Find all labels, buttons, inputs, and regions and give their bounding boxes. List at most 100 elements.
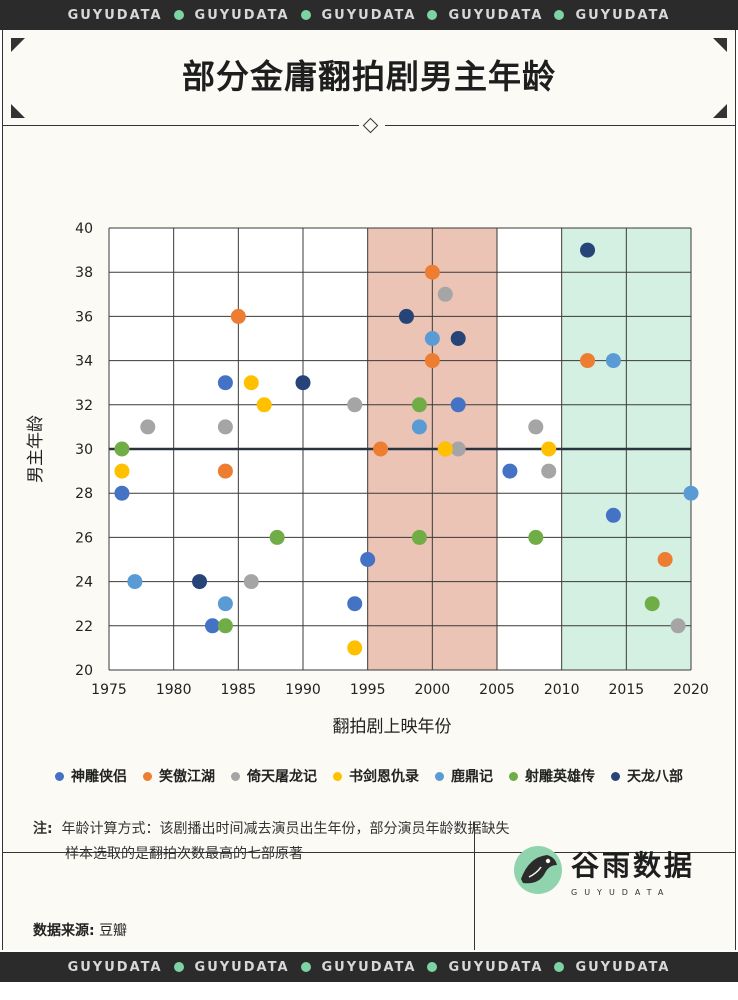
data-point [114,463,130,479]
legend-swatch [231,771,240,781]
scatter-chart: 1975 1980 1985 1990 1995 2000 2005 2010 2015 2020… [26,221,709,737]
source-label: 数据来源: [33,923,95,939]
banner-text: GUYUDATA [575,7,671,23]
banner-text: GUYUDATA [194,959,290,975]
footnote: 注: 年龄计算方式：该剧播出时间减去演员出生年份，部分演员年龄数据缺失 样本选取… [33,817,510,867]
data-point [360,552,376,567]
data-point [192,574,208,590]
data-point [450,331,466,346]
data-point [411,529,427,545]
data-point [541,441,557,457]
footer-vertical-divider [474,822,475,950]
data-point [605,507,621,523]
legend-item: 书剑恩仇录 [333,766,419,786]
legend-swatch [435,771,444,781]
y-tick-label: 40 [75,221,93,237]
data-point [256,397,272,413]
data-point [580,242,596,258]
data-point [243,375,259,391]
banner-dot-icon [300,962,311,972]
legend-item: 鹿鼎记 [435,766,493,786]
legend-item: 倚天屠龙记 [231,766,317,786]
corner-mark-icon [11,38,25,52]
legend-item: 神雕侠侣 [55,766,127,786]
data-point [114,485,130,501]
data-point [644,596,660,612]
banner-text: GUYUDATA [321,959,417,975]
x-tick-label: 2000 [415,682,451,698]
legend-swatch [611,771,620,781]
banner-text: GUYUDATA [67,959,163,975]
data-point [683,485,699,501]
legend-swatch [509,771,518,781]
data-point [140,419,156,435]
legend-item: 射雕英雄传 [509,766,595,786]
y-tick-label: 22 [75,619,93,635]
banner-dot-icon [427,962,438,972]
title-divider-right [385,125,735,126]
chart-legend: 神雕侠侣 笑傲江湖 倚天屠龙记 书剑恩仇录 鹿鼎记 射雕英雄传 天龙八部 [3,766,735,786]
y-tick-label: 36 [75,309,93,325]
data-point [230,308,246,324]
data-point [437,441,453,457]
data-point [347,397,363,413]
banner-dot-icon [300,10,311,20]
data-point [217,463,233,479]
x-tick-label: 1990 [285,682,321,698]
data-point [528,529,544,545]
data-point [541,463,557,479]
data-point [424,264,440,280]
legend-swatch [143,771,152,781]
y-tick-label: 32 [75,398,93,414]
data-point [347,640,363,656]
corner-mark-icon [713,38,727,52]
banner-text: GUYUDATA [321,7,417,23]
y-tick-label: 34 [75,354,93,370]
note-label: 注: [33,821,53,837]
x-tick-label: 1995 [350,682,386,698]
legend-item: 笑傲江湖 [143,766,215,786]
x-tick-label: 2020 [673,682,709,698]
y-axis-label: 男主年龄 [26,415,46,483]
data-source: 数据来源: 豆瓣 [33,920,127,940]
banner-text: GUYUDATA [194,7,290,23]
banner-text: GUYUDATA [448,7,544,23]
legend-label: 笑傲江湖 [159,769,215,785]
data-point [657,552,673,567]
data-point [605,353,621,369]
data-point [114,441,130,457]
legend-swatch [55,771,64,781]
data-point [424,331,440,346]
legend-label: 射雕英雄传 [525,769,595,785]
brand-logo: 谷雨数据 GUYUDATA [511,843,695,897]
data-point [528,419,544,435]
banner-text: GUYUDATA [575,959,671,975]
data-point [411,397,427,413]
top-banner: GUYUDATA GUYUDATA GUYUDATA GUYUDATA GUYUDATA [0,0,738,30]
corner-mark-icon [713,104,727,118]
legend-label: 书剑恩仇录 [349,769,419,785]
poster-frame: 部分金庸翻拍剧男主年龄 1975 1980 1985 1990 1995 2000 2005… [2,30,736,950]
y-tick-label: 30 [75,442,93,458]
banner-dot-icon [554,10,565,20]
data-point [502,463,518,479]
brand-name: 谷雨数据 [571,848,696,882]
footer-divider [3,852,735,853]
banner-dot-icon [554,962,565,972]
data-point [398,308,414,324]
data-point [450,441,466,457]
note-line-2: 样本选取的是翻拍次数最高的七部原著 [65,846,303,862]
y-tick-label: 28 [75,486,93,502]
y-tick-label: 24 [75,575,93,591]
legend-label: 倚天屠龙记 [247,769,317,785]
data-point [411,419,427,435]
data-point [437,286,453,302]
x-tick-label: 1975 [91,682,127,698]
data-point [127,574,143,590]
data-point [295,375,311,391]
data-point [243,574,259,590]
banner-dot-icon [173,962,184,972]
corner-mark-icon [11,104,25,118]
x-tick-label: 2015 [609,682,645,698]
data-point [217,419,233,435]
